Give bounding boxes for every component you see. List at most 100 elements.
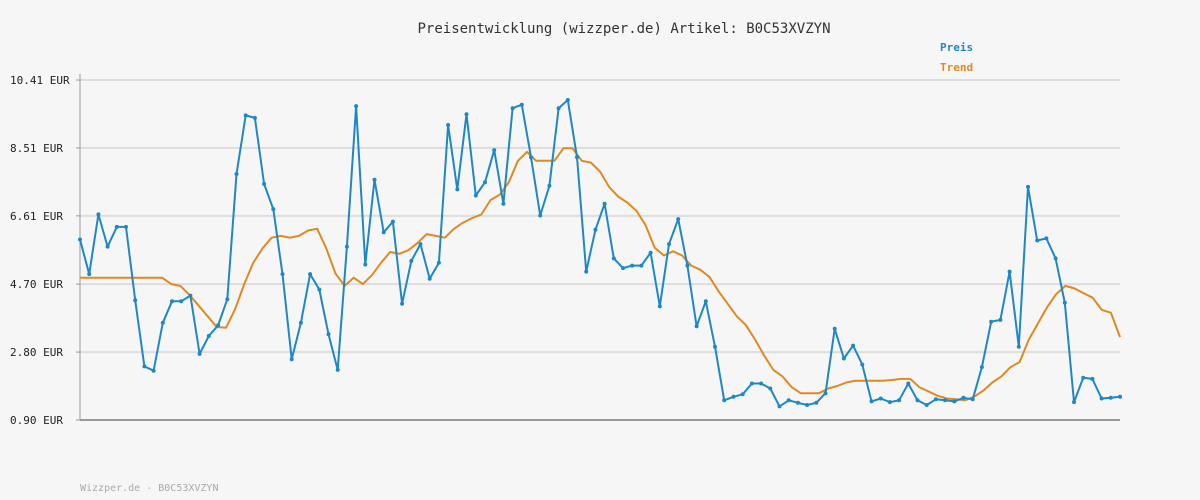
data-point-preis [713, 344, 717, 349]
data-point-preis [289, 357, 294, 362]
data-point-preis [851, 343, 856, 348]
data-point-preis [1108, 395, 1113, 400]
data-point-preis [1072, 400, 1076, 405]
data-point-preis [979, 365, 984, 370]
data-point-preis [78, 237, 82, 242]
data-point-preis [703, 299, 708, 304]
data-point-preis [464, 112, 469, 117]
data-point-preis [1044, 236, 1049, 241]
data-point-preis [878, 396, 883, 401]
data-point-preis [519, 102, 524, 107]
series [78, 98, 1122, 409]
data-point-preis [611, 256, 616, 261]
legend-entry-preis: Preis [940, 41, 973, 54]
data-point-preis [216, 323, 221, 328]
data-point-preis [197, 351, 202, 356]
data-point-preis [1090, 376, 1095, 381]
data-point-preis [124, 224, 128, 229]
data-point-preis [667, 242, 671, 247]
data-point-preis [317, 287, 322, 292]
data-point-preis [400, 301, 405, 306]
data-point-preis [501, 201, 506, 206]
data-point-preis [740, 392, 745, 397]
data-point-preis [529, 155, 533, 160]
data-point-preis [989, 319, 994, 324]
data-point-preis [621, 266, 625, 271]
data-point-preis [326, 332, 331, 337]
data-point-preis [795, 400, 800, 405]
data-point-preis [96, 212, 101, 217]
data-point-preis [731, 394, 736, 399]
data-point-preis [492, 148, 497, 153]
legend: Preis Trend [940, 41, 973, 74]
data-point-preis [593, 227, 598, 232]
data-point-preis [418, 242, 423, 247]
y-tick-label: 4.70 EUR [10, 278, 63, 291]
data-point-preis [381, 230, 386, 235]
data-point-preis [372, 177, 377, 182]
data-point-preis [1016, 344, 1021, 349]
chart-title: Preisentwicklung (wizzper.de) Artikel: B… [417, 21, 830, 37]
data-point-preis [639, 263, 644, 268]
data-point-preis [105, 244, 110, 249]
y-tick-label: 6.61 EUR [10, 210, 63, 223]
data-point-preis [869, 399, 874, 404]
data-point-preis [390, 219, 395, 224]
data-point-preis [151, 368, 156, 373]
data-point-preis [961, 395, 966, 400]
series-line-preis [79, 99, 1121, 408]
data-point-preis [694, 324, 699, 329]
data-point-preis [252, 115, 257, 120]
chart-footer: Wizzper.de - B0C53XVZYN [80, 483, 218, 494]
data-point-preis [1026, 184, 1030, 189]
data-point-preis [759, 381, 764, 386]
data-point-preis [271, 207, 276, 212]
data-point-preis [114, 224, 119, 229]
data-point-preis [823, 391, 828, 396]
y-tick-label: 8.51 EUR [10, 142, 63, 155]
y-tick-label: 0.90 EUR [10, 414, 63, 427]
data-point-preis [602, 201, 607, 206]
data-point-preis [170, 299, 174, 304]
data-point-preis [87, 272, 92, 277]
data-point-preis [335, 367, 340, 372]
y-tick-label: 2.80 EUR [10, 346, 63, 359]
data-point-preis [565, 98, 570, 102]
data-point-preis [308, 272, 313, 277]
data-point-preis [933, 397, 938, 402]
data-point-preis [1053, 256, 1058, 261]
data-point-preis [630, 263, 635, 268]
data-point-preis [206, 334, 211, 338]
data-point-preis [133, 298, 138, 303]
data-point-preis [1062, 300, 1067, 305]
data-point-preis [814, 400, 819, 405]
data-point-preis [354, 104, 359, 109]
data-point-preis [841, 356, 846, 361]
data-point-preis [363, 262, 368, 267]
data-point-preis [1099, 396, 1104, 401]
data-point-preis [427, 276, 432, 281]
data-point-preis [344, 244, 349, 249]
data-point-preis [924, 403, 929, 407]
data-point-preis [722, 398, 727, 403]
data-point-preis [943, 398, 948, 403]
data-point-preis [298, 320, 303, 325]
data-point-preis [1035, 238, 1040, 243]
data-point-preis [547, 183, 552, 188]
data-point-preis [998, 317, 1003, 322]
data-point-preis [915, 398, 920, 403]
data-point-preis [584, 269, 589, 274]
data-point-preis [455, 187, 460, 192]
series-line-trend [80, 147, 1121, 402]
data-point-preis [179, 299, 184, 304]
data-point-preis [436, 260, 441, 265]
data-point-preis [676, 217, 681, 222]
data-point-preis [768, 386, 773, 391]
data-point-preis [473, 193, 478, 198]
data-point-preis [685, 263, 690, 268]
data-point-preis [648, 250, 653, 255]
data-point-preis [575, 155, 579, 160]
data-point-preis [280, 272, 285, 277]
data-point-preis [832, 326, 837, 331]
